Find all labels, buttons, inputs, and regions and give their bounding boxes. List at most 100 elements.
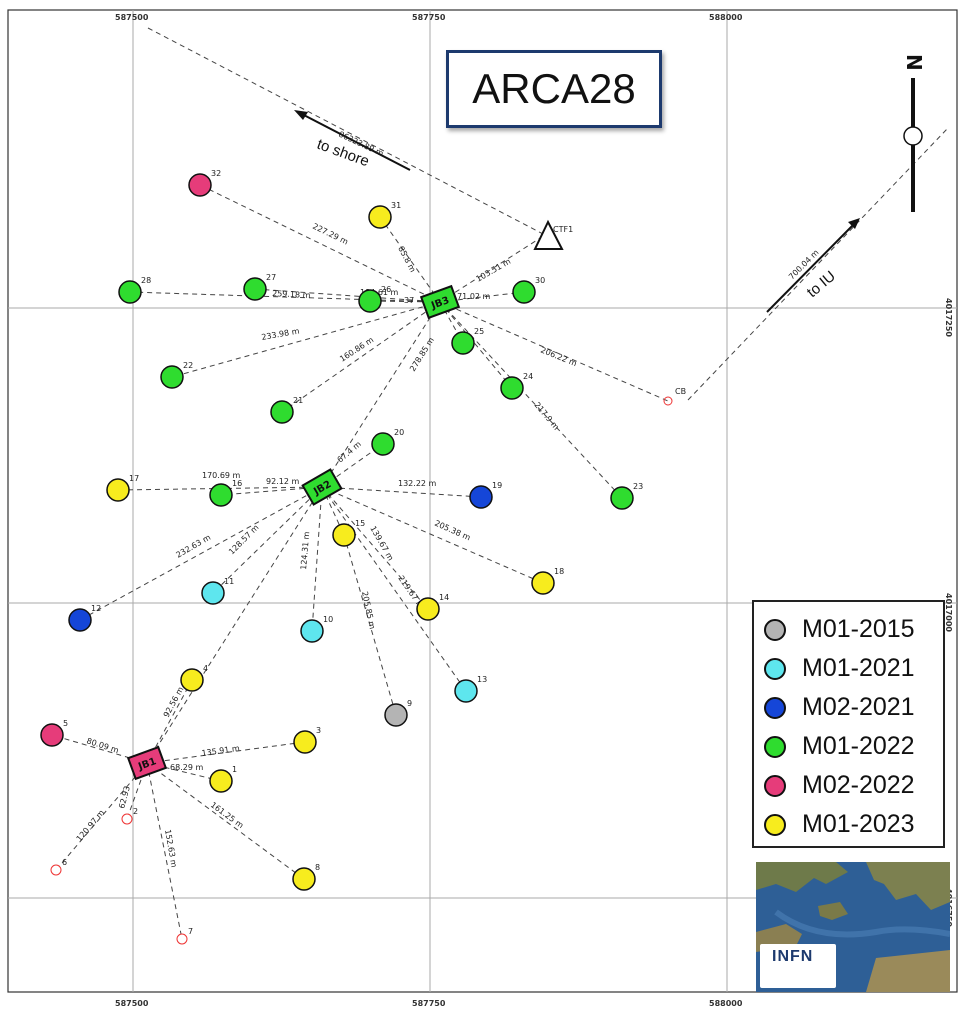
y-tick-1: 4017250	[944, 298, 953, 337]
detection-unit-26	[358, 289, 382, 313]
detection-unit-label: 22	[183, 361, 193, 370]
detection-unit-16	[209, 483, 233, 507]
detection-unit-label: 16	[232, 479, 242, 488]
legend-label: M01-2021	[802, 654, 915, 682]
detection-unit-label: 24	[523, 372, 533, 381]
satellite-map-image	[756, 862, 950, 992]
detection-unit-label: 21	[293, 396, 303, 405]
detection-unit-18	[531, 571, 555, 595]
cable-length-label: 170.69 m	[202, 471, 241, 480]
detection-unit-label: 12	[91, 604, 101, 613]
detection-unit-22	[160, 365, 184, 389]
detection-unit-label: 25	[474, 327, 484, 336]
detection-unit-1	[209, 769, 233, 793]
detection-unit-23	[610, 486, 634, 510]
empty-site-label: 2	[133, 807, 138, 816]
detection-unit-label: 30	[535, 276, 545, 285]
detection-unit-14	[416, 597, 440, 621]
detection-unit-label: 31	[391, 201, 401, 210]
x-tick-top-2: 587750	[412, 13, 446, 22]
empty-site-2	[121, 813, 133, 825]
legend-item: M01-2015	[764, 610, 937, 649]
junction-box-shape	[301, 468, 343, 506]
cable-length-label: 37	[404, 296, 414, 305]
legend-label: M01-2022	[802, 732, 915, 760]
detection-unit-13	[454, 679, 478, 703]
detection-unit-28	[118, 280, 142, 304]
detection-unit-3	[293, 730, 317, 754]
x-tick-bottom-3: 588000	[709, 999, 743, 1008]
detection-unit-label: 11	[224, 577, 234, 586]
y-tick-2: 4017000	[944, 593, 953, 632]
cb-site: CB	[663, 387, 686, 406]
legend-label: M01-2015	[802, 615, 915, 643]
legend-label: M02-2021	[802, 693, 915, 721]
infn-logo: INFN	[756, 862, 950, 992]
legend-dot	[764, 696, 786, 719]
detection-unit-31	[368, 205, 392, 229]
detection-unit-label: 18	[554, 567, 564, 576]
empty-sites: 2 6 7	[50, 807, 193, 945]
detection-unit-label: 17	[129, 474, 139, 483]
detection-unit-19	[469, 485, 493, 509]
detection-unit-24	[500, 376, 524, 400]
detection-unit-4	[180, 668, 204, 692]
ctf-label: CTF1	[553, 225, 573, 234]
legend-item: M02-2022	[764, 766, 937, 805]
legend-dot	[764, 774, 786, 797]
empty-site-label: 7	[188, 927, 193, 936]
detection-unit-label: 4	[203, 664, 208, 673]
detection-unit-label: 8	[315, 863, 320, 872]
detection-unit-label: 23	[633, 482, 643, 491]
legend-dot	[764, 618, 786, 641]
logo-badge	[760, 944, 836, 988]
detection-unit-9	[384, 703, 408, 727]
ctf-triangle: CTF1	[533, 219, 573, 250]
detection-unit-11	[201, 581, 225, 605]
empty-site-7	[176, 933, 188, 945]
compass-icon: N	[902, 54, 926, 212]
detection-unit-label: 32	[211, 169, 221, 178]
cable-length-label: 171.02 m	[452, 292, 491, 301]
detection-unit-21	[270, 400, 294, 424]
cable-length-label: 259.18 m	[272, 289, 311, 300]
junction-box-jb2: JB2	[301, 468, 343, 506]
detection-unit-label: 15	[355, 519, 365, 528]
legend-item: M01-2021	[764, 649, 937, 688]
junction-boxes: JB3 JB2 JB1	[126, 284, 461, 781]
legend-label: M02-2022	[802, 771, 915, 799]
cable-length-label: 184.61 m	[360, 288, 399, 297]
x-tick-top-3: 588000	[709, 13, 743, 22]
compass-letter: N	[902, 54, 926, 71]
logo-text: INFN	[772, 948, 814, 965]
detection-unit-17	[106, 478, 130, 502]
detection-unit-8	[292, 867, 316, 891]
cables	[51, 27, 949, 940]
x-tick-top-1: 587500	[115, 13, 149, 22]
detection-unit-label: 9	[407, 699, 412, 708]
detection-unit-32	[188, 173, 212, 197]
detection-unit-10	[300, 619, 324, 643]
detection-unit-label: 19	[492, 481, 502, 490]
detection-unit-27	[243, 277, 267, 301]
detection-unit-label: 14	[439, 593, 449, 602]
detection-unit-30	[512, 280, 536, 304]
detection-unit-5	[40, 723, 64, 747]
junction-box-shape	[419, 284, 461, 320]
legend-dot	[764, 657, 786, 680]
empty-site-6	[50, 864, 62, 876]
empty-site-label: 6	[62, 858, 67, 867]
detection-unit-label: 20	[394, 428, 404, 437]
cb-label: CB	[675, 387, 686, 396]
detection-unit-12	[68, 608, 92, 632]
legend-item: M01-2022	[764, 727, 937, 766]
junction-box-shape	[126, 745, 168, 781]
detection-unit-label: 27	[266, 273, 276, 282]
detection-unit-20	[371, 432, 395, 456]
detection-unit-label: 13	[477, 675, 487, 684]
x-tick-bottom-1: 587500	[115, 999, 149, 1008]
detection-unit-label: 1	[232, 765, 237, 774]
cable-length-label: 124.31 m	[299, 531, 311, 570]
detection-unit-25	[451, 331, 475, 355]
